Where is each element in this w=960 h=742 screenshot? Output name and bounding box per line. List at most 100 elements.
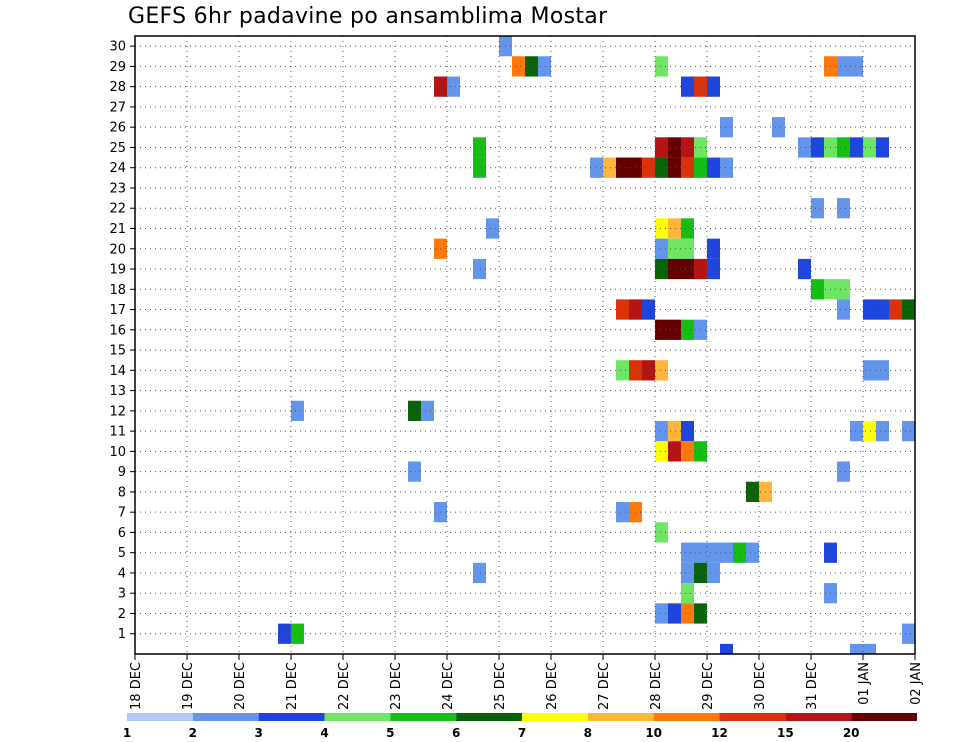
heatmap-cell — [876, 360, 889, 381]
legend-swatch — [192, 713, 259, 721]
heatmap-cell — [655, 603, 668, 624]
heatmap-cell — [655, 360, 668, 381]
heatmap-cell — [642, 157, 655, 178]
heatmap-cell — [486, 218, 499, 239]
heatmap-cell — [681, 542, 694, 563]
heatmap-cell — [538, 56, 551, 77]
y-tick-label: 10 — [109, 445, 126, 460]
y-tick-label: 7 — [118, 506, 126, 521]
x-tick-label: 18 DEC — [129, 662, 144, 710]
y-tick-label: 23 — [109, 181, 126, 196]
heatmap-cells — [278, 36, 915, 654]
heatmap-cell — [655, 137, 668, 158]
heatmap-cell — [707, 238, 720, 259]
heatmap-cell — [902, 299, 915, 320]
heatmap-cell — [408, 400, 421, 421]
x-tick-label: 19 DEC — [181, 662, 196, 710]
x-axis-ticks: 18 DEC 19 DEC 20 DEC 21 DEC 22 DEC 23 DEC 24 D… — [129, 654, 924, 710]
legend-label: 2 — [189, 726, 197, 740]
heatmap-cell — [863, 420, 876, 442]
x-tick-label: 27 DEC — [597, 662, 612, 710]
legend-label: 7 — [518, 726, 526, 740]
heatmap-cell — [707, 542, 720, 563]
heatmap-cell — [720, 542, 733, 563]
x-tick-label: 28 DEC — [649, 662, 664, 710]
y-tick-label: 28 — [109, 80, 126, 95]
heatmap-cell — [616, 299, 629, 320]
heatmap-cell — [876, 420, 889, 442]
legend-label: 1 — [123, 726, 131, 740]
y-tick-label: 27 — [109, 100, 126, 115]
legend-label: 12 — [711, 726, 728, 740]
plot-frame — [134, 35, 916, 655]
heatmap-cell — [655, 218, 668, 239]
legend-label: 3 — [254, 726, 262, 740]
y-tick-label: 5 — [118, 546, 126, 561]
heatmap-cell — [798, 137, 811, 158]
heatmap-cell — [655, 522, 668, 543]
heatmap-cell — [590, 157, 603, 178]
heatmap-cell — [512, 56, 525, 77]
heatmap-cell — [642, 360, 655, 381]
heatmap-cell — [746, 542, 759, 563]
heatmap-cell — [707, 258, 720, 280]
y-tick-label: 30 — [109, 40, 126, 55]
heatmap-cell — [837, 299, 850, 320]
heatmap-cell — [668, 420, 681, 442]
heatmap-cell — [668, 218, 681, 239]
legend-swatch — [785, 713, 852, 721]
legend-swatch — [719, 713, 786, 721]
heatmap-cell — [473, 562, 486, 584]
heatmap-cell — [902, 420, 915, 442]
heatmap-cell — [720, 117, 733, 138]
y-tick-label: 16 — [109, 323, 126, 338]
legend-swatch — [127, 713, 193, 721]
heatmap-cell — [681, 441, 694, 462]
heatmap-cell — [681, 583, 694, 604]
y-tick-label: 2 — [118, 607, 126, 622]
heatmap-cell — [473, 137, 486, 158]
legend-swatch — [522, 713, 588, 721]
heatmap-cell — [655, 319, 668, 340]
heatmap-cell — [668, 319, 681, 340]
legend-swatch — [258, 713, 325, 721]
x-tick-label: 30 DEC — [753, 662, 768, 710]
y-tick-label: 6 — [118, 526, 126, 541]
heatmap-cell — [798, 258, 811, 280]
y-tick-label: 11 — [109, 425, 126, 440]
x-tick-label: 25 DEC — [493, 662, 508, 710]
heatmap-cell — [668, 603, 681, 624]
heatmap-cell — [291, 400, 304, 421]
y-tick-label: 21 — [109, 222, 126, 237]
legend-swatch — [851, 713, 917, 721]
heatmap-cell — [837, 56, 850, 77]
heatmap-cell — [850, 643, 863, 654]
y-tick-label: 1 — [118, 627, 126, 642]
x-tick-label: 20 DEC — [233, 662, 248, 710]
legend-swatch — [456, 713, 522, 721]
heatmap-cell — [655, 56, 668, 77]
legend-label: 4 — [320, 726, 328, 740]
heatmap-cell — [811, 198, 824, 219]
y-tick-label: 25 — [109, 141, 126, 156]
y-tick-label: 17 — [109, 303, 126, 318]
heatmap-cell — [616, 157, 629, 178]
y-tick-label: 19 — [109, 263, 126, 278]
y-tick-label: 8 — [118, 485, 126, 500]
heatmap-cell — [837, 198, 850, 219]
y-axis-ticks: 1234567891011121314151617181920212223242… — [109, 40, 135, 642]
heatmap-cell — [863, 299, 876, 320]
heatmap-cell — [720, 157, 733, 178]
legend-label: 6 — [452, 726, 460, 740]
heatmap-cell — [473, 258, 486, 280]
heatmap-cell — [668, 238, 681, 259]
y-tick-label: 15 — [109, 344, 126, 359]
y-tick-label: 24 — [109, 161, 126, 176]
heatmap-cell — [850, 56, 863, 77]
heatmap-cell — [681, 137, 694, 158]
x-tick-label: 26 DEC — [545, 662, 560, 710]
heatmap-cell — [668, 441, 681, 462]
heatmap-cell — [655, 238, 668, 259]
heatmap-cell — [681, 562, 694, 584]
heatmap-cell — [876, 137, 889, 158]
